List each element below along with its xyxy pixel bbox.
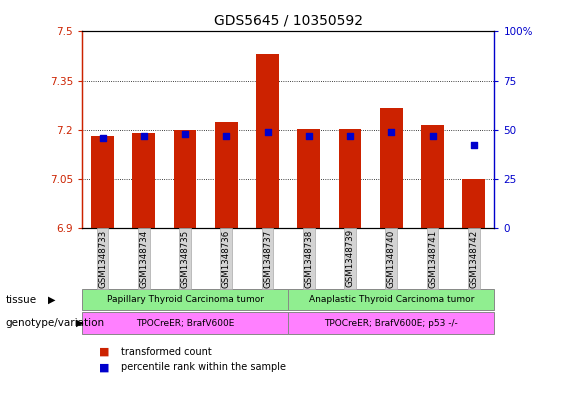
Bar [462, 179, 485, 228]
Text: ■: ■ [99, 362, 110, 373]
Point [428, 132, 437, 139]
Bar [380, 108, 403, 228]
Bar [288, 289, 494, 310]
Text: ■: ■ [99, 347, 110, 357]
Text: GSM1348735: GSM1348735 [181, 229, 189, 288]
Text: GSM1348741: GSM1348741 [428, 229, 437, 288]
Bar [82, 312, 288, 334]
Point [305, 132, 314, 139]
Point [221, 132, 231, 139]
Point [181, 130, 190, 137]
Text: GSM1348733: GSM1348733 [98, 229, 107, 288]
Text: GSM1348738: GSM1348738 [305, 229, 313, 288]
Text: Anaplastic Thyroid Carcinoma tumor: Anaplastic Thyroid Carcinoma tumor [308, 295, 474, 304]
Bar [173, 130, 197, 228]
Text: tissue: tissue [6, 295, 37, 305]
Point [263, 129, 272, 135]
Title: GDS5645 / 10350592: GDS5645 / 10350592 [214, 13, 363, 28]
Text: GSM1348734: GSM1348734 [140, 229, 148, 288]
Text: transformed count: transformed count [121, 347, 212, 357]
Text: TPOCreER; BrafV600E: TPOCreER; BrafV600E [136, 319, 234, 328]
Point [346, 132, 355, 139]
Point [98, 134, 107, 141]
Text: GSM1348736: GSM1348736 [222, 229, 231, 288]
Text: Papillary Thyroid Carcinoma tumor: Papillary Thyroid Carcinoma tumor [107, 295, 263, 304]
Text: GSM1348740: GSM1348740 [387, 229, 396, 288]
Bar [421, 125, 444, 228]
Bar [297, 129, 320, 228]
Bar [91, 136, 114, 228]
Text: genotype/variation: genotype/variation [6, 318, 105, 328]
Bar [82, 289, 288, 310]
Point [470, 142, 479, 149]
Bar [256, 54, 279, 228]
Text: ▶: ▶ [48, 295, 55, 305]
Bar [215, 121, 238, 228]
Text: TPOCreER; BrafV600E; p53 -/-: TPOCreER; BrafV600E; p53 -/- [324, 319, 458, 328]
Text: GSM1348739: GSM1348739 [346, 230, 354, 287]
Bar [338, 129, 362, 228]
Bar [132, 133, 155, 228]
Text: percentile rank within the sample: percentile rank within the sample [121, 362, 286, 373]
Text: GSM1348737: GSM1348737 [263, 229, 272, 288]
Text: GSM1348742: GSM1348742 [470, 229, 478, 288]
Point [139, 132, 148, 139]
Text: ▶: ▶ [76, 318, 84, 328]
Point [387, 129, 396, 135]
Bar [288, 312, 494, 334]
